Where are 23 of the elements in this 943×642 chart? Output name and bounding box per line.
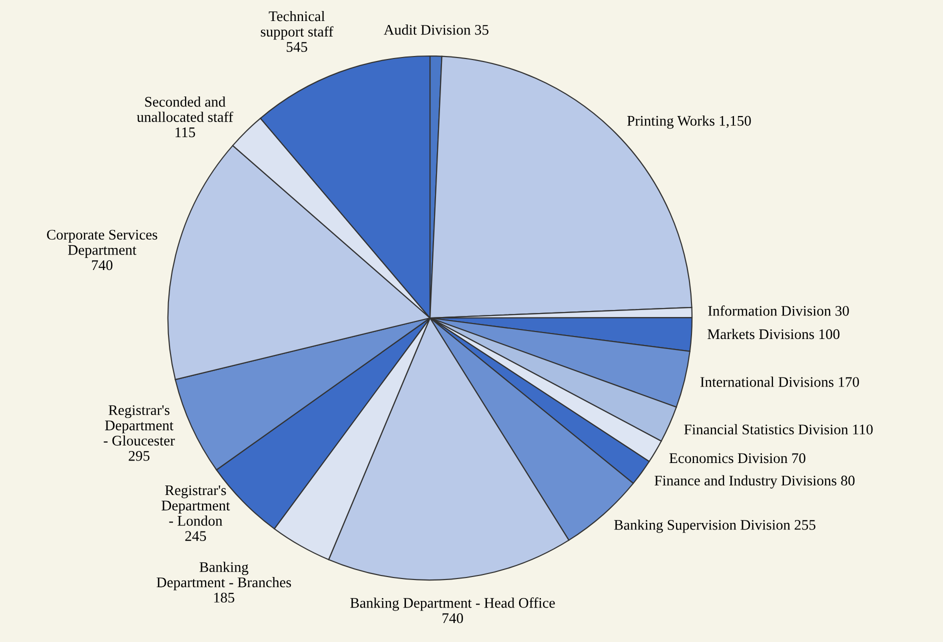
slice-label: Economics Division 70 [669, 453, 806, 464]
data-label: 545 [286, 42, 308, 52]
slice-label: Markets Divisions 100 [708, 328, 840, 340]
slice-label: Banking Department - Branches [156, 562, 291, 590]
slice-label: Information Division 30 [708, 305, 849, 316]
slice-label: Printing Works 1,150 [627, 115, 751, 129]
data-label: 185 [214, 592, 234, 603]
slice-label: International Divisions 170 [700, 376, 859, 387]
slice-label: Banking Department - Head Office [350, 597, 555, 611]
slice-label: Registrar's Department - Gloucester [104, 405, 175, 446]
slice-label: Audit Division 35 [384, 24, 488, 35]
data-label: 115 [176, 127, 196, 138]
data-label: 740 [92, 260, 112, 270]
slice-label: Registrar's Department - London [162, 485, 230, 526]
slice-label: Corporate Services Department [46, 230, 158, 258]
slice-label: Technical support staff [260, 10, 334, 40]
slice-label: Seconded and unallocated staff [136, 96, 234, 122]
slice-label: Banking Supervision Division 255 [614, 520, 816, 533]
slice-label: Finance and Industry Divisions 80 [654, 475, 855, 489]
data-label: 245 [185, 531, 206, 541]
data-label: 295 [128, 451, 150, 461]
slice-label: Financial Statistics Division 110 [684, 424, 873, 434]
data-label: 740 [442, 613, 463, 624]
